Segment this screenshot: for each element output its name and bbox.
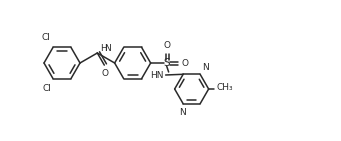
Text: O: O	[182, 59, 189, 68]
Text: N: N	[179, 108, 186, 117]
Text: O: O	[102, 69, 109, 78]
Text: Cl: Cl	[41, 33, 50, 42]
Text: O: O	[163, 41, 170, 50]
Text: Cl: Cl	[42, 84, 51, 93]
Text: CH₃: CH₃	[217, 83, 233, 92]
Text: N: N	[104, 44, 111, 53]
Text: H: H	[100, 44, 107, 53]
Text: HN: HN	[150, 70, 164, 80]
Text: S: S	[163, 58, 170, 68]
Text: N: N	[202, 63, 209, 72]
